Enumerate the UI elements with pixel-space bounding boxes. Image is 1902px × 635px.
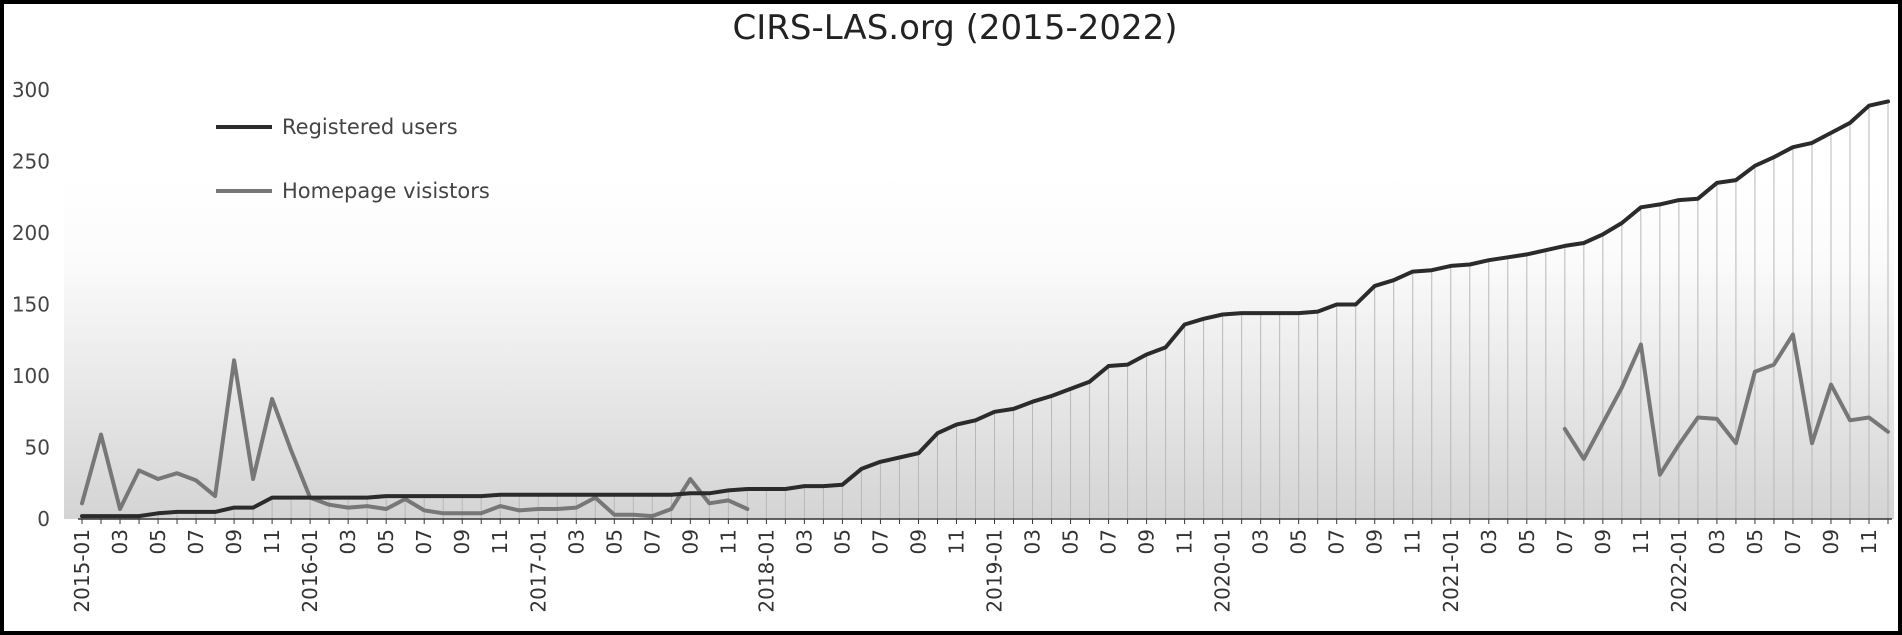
x-tick-label: 07 (184, 529, 208, 554)
x-tick-label: 2015-01 (70, 529, 94, 613)
x-tick-label: 03 (792, 529, 816, 554)
x-tick-label: 05 (830, 529, 854, 554)
x-tick-label: 11 (716, 529, 740, 554)
x-tick-label: 07 (412, 529, 436, 554)
x-tick-label: 07 (1325, 529, 1349, 554)
x-tick-label: 05 (374, 529, 398, 554)
series-line-homepage-visitors (80, 332, 1890, 519)
legend-homepage-visitors-label: Homepage visistors (282, 179, 490, 203)
x-tick-label: 2017-01 (526, 529, 550, 613)
x-tick-label: 07 (640, 529, 664, 554)
x-tick-label: 09 (1363, 529, 1387, 554)
y-tick-label: 150 (12, 293, 50, 317)
chart-title: CIRS-LAS.org (2015-2022) (732, 8, 1178, 48)
x-tick-label: 03 (1021, 529, 1045, 554)
x-tick-label: 07 (1781, 529, 1805, 554)
x-tick-label: 05 (146, 529, 170, 554)
x-tick-label: 2022-01 (1667, 529, 1691, 613)
x-tick-label: 03 (1705, 529, 1729, 554)
y-tick-label: 50 (25, 436, 50, 460)
x-tick-label: 05 (1743, 529, 1767, 554)
x-tick-label: 2016-01 (298, 529, 322, 613)
x-tick-label: 09 (1135, 529, 1159, 554)
x-tick-label: 03 (564, 529, 588, 554)
x-tick-label: 2018-01 (754, 529, 778, 613)
y-tick-label: 100 (12, 364, 50, 388)
y-tick-label: 300 (12, 78, 50, 102)
x-tick-label: 2019-01 (983, 529, 1007, 613)
x-tick-label: 05 (1059, 529, 1083, 554)
x-tick-label: 03 (108, 529, 132, 554)
x-tick-label: 09 (1819, 529, 1843, 554)
x-tick-label: 09 (906, 529, 930, 554)
x-tick-label: 03 (1477, 529, 1501, 554)
x-tick-label: 11 (944, 529, 968, 554)
legend-registered-users-label: Registered users (282, 115, 458, 139)
x-tick-label: 09 (222, 529, 246, 554)
x-tick-label: 2021-01 (1439, 529, 1463, 613)
x-tick-label: 2020-01 (1211, 529, 1235, 613)
y-tick-label: 250 (12, 150, 50, 174)
x-tick-label: 11 (1629, 529, 1653, 554)
x-tick-label: 11 (488, 529, 512, 554)
series-line-registered-users (80, 99, 1890, 519)
x-tick-label: 05 (602, 529, 626, 554)
x-tick-label: 03 (336, 529, 360, 554)
x-tick-label: 11 (1857, 529, 1881, 554)
x-tick-label: 07 (868, 529, 892, 554)
x-tick-label: 09 (1591, 529, 1615, 554)
x-tick-label: 09 (450, 529, 474, 554)
y-tick-label: 200 (12, 221, 50, 245)
x-tick-label: 11 (1173, 529, 1197, 554)
x-tick-label: 05 (1515, 529, 1539, 554)
x-tick-label: 09 (678, 529, 702, 554)
plot-background (64, 174, 1894, 519)
x-tick-label: 05 (1287, 529, 1311, 554)
x-tick-label: 07 (1097, 529, 1121, 554)
y-tick-label: 0 (37, 507, 50, 531)
x-tick-label: 11 (260, 529, 284, 554)
x-tick-label: 03 (1249, 529, 1273, 554)
x-tick-label: 07 (1553, 529, 1577, 554)
x-tick-label: 11 (1401, 529, 1425, 554)
